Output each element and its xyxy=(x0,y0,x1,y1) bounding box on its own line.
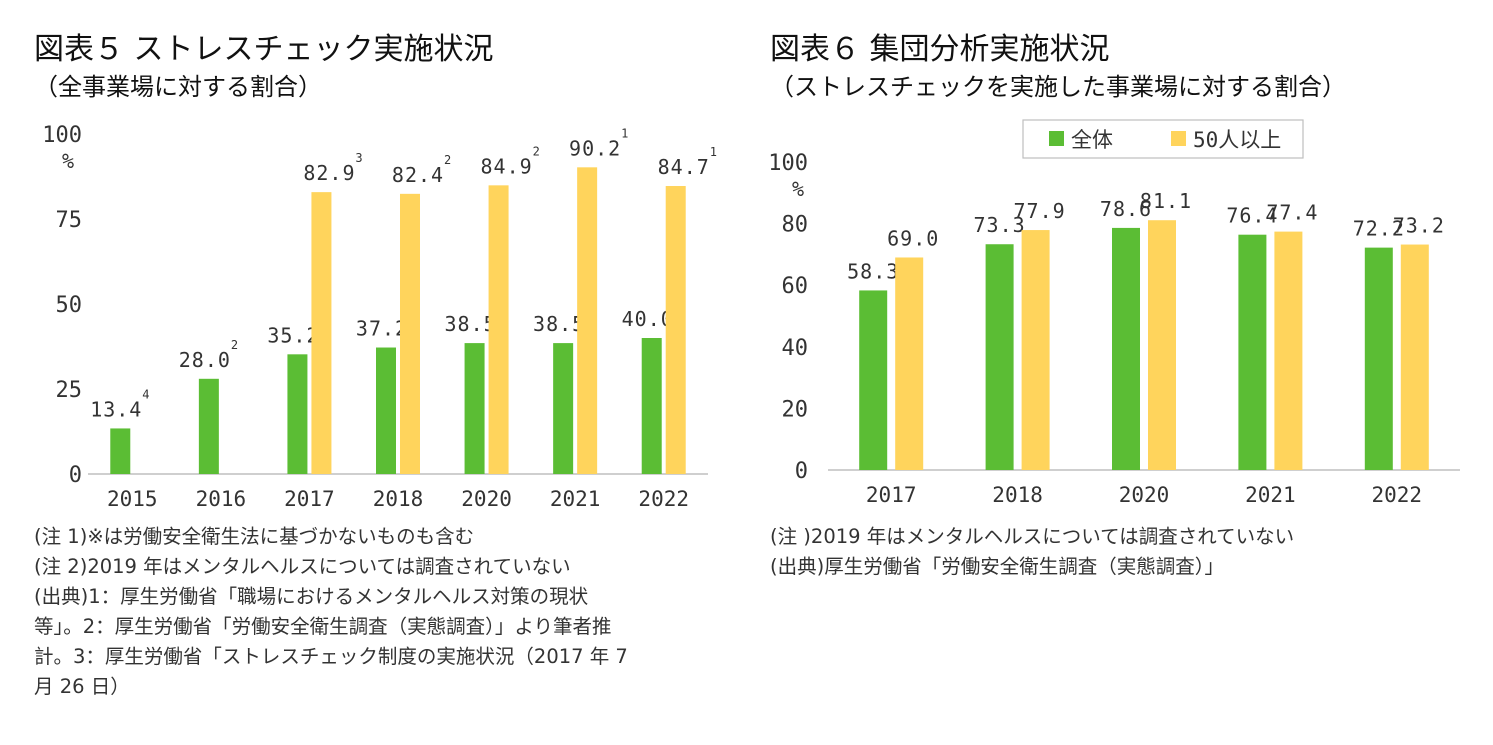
x-tick-label: 2015 xyxy=(107,487,158,511)
data-label: 77.9 xyxy=(1014,199,1066,223)
source-superscript: 1 xyxy=(710,145,717,159)
x-tick-label: 2018 xyxy=(992,483,1043,507)
data-label: 78.6 xyxy=(1100,197,1152,221)
legend-swatch xyxy=(1049,131,1064,146)
y-tick-label: 20 xyxy=(782,397,809,422)
data-label: 35.2 xyxy=(267,323,319,347)
y-tick-label: 50 xyxy=(56,293,83,318)
bar xyxy=(287,354,308,474)
bar xyxy=(553,343,574,474)
bar xyxy=(577,167,598,474)
y-unit-label: % xyxy=(62,149,74,173)
left-note-line: (注 2)2019 年はメンタルヘルスについては調査されていない xyxy=(34,555,571,578)
x-tick-label: 2020 xyxy=(461,487,512,511)
legend-swatch xyxy=(1171,131,1186,146)
right-figure-title: 図表６ 集団分析実施状況 xyxy=(770,32,1110,67)
data-label: 40.0 xyxy=(622,307,674,331)
legend-label: 全体 xyxy=(1071,128,1113,152)
right-figure-subtitle: （ストレスチェックを実施した事業場に対する割合） xyxy=(770,73,1346,101)
bar xyxy=(1364,247,1393,470)
bar xyxy=(400,193,420,474)
right-note-line: (注 )2019 年はメンタルヘルスについては調査されていない xyxy=(770,525,1295,548)
data-label: 58.3 xyxy=(847,259,899,283)
x-tick-label: 2022 xyxy=(638,487,689,511)
left-note-line: 等」。2：厚生労働省「労働安全衛生調査（実態調査）」より筆者推 xyxy=(34,615,612,638)
y-tick-label: 40 xyxy=(782,336,809,361)
y-tick-label: 100 xyxy=(768,151,808,176)
right-notes: (注 )2019 年はメンタルヘルスについては調査されていない (出典)厚生労働… xyxy=(770,522,1294,582)
source-superscript: 3 xyxy=(355,151,362,165)
data-label: 76.4 xyxy=(1226,204,1278,228)
bar xyxy=(1400,244,1429,470)
left-note-line: 計。3：厚生労働省「ストレスチェック制度の実施状況（2017 年 7 xyxy=(34,645,628,668)
left-notes: (注 1)※は労働安全衛生法に基づかないものも含む (注 2)2019 年はメン… xyxy=(34,522,628,702)
x-tick-label: 2017 xyxy=(866,483,917,507)
data-label: 13.4 xyxy=(90,397,142,421)
source-superscript: 1 xyxy=(621,126,628,140)
y-tick-label: 75 xyxy=(56,208,83,233)
source-superscript: 2 xyxy=(533,144,540,158)
data-label: 90.2 xyxy=(569,136,621,160)
y-tick-label: 0 xyxy=(69,463,82,488)
data-label: 77.4 xyxy=(1266,201,1318,225)
source-superscript: 2 xyxy=(444,153,451,167)
data-label: 73.3 xyxy=(974,213,1026,237)
y-tick-label: 0 xyxy=(795,459,808,484)
bar xyxy=(488,185,509,474)
bar xyxy=(1238,234,1267,470)
bar xyxy=(1112,227,1140,470)
y-tick-label: 25 xyxy=(56,378,83,403)
left-figure-title: 図表５ ストレスチェック実施状況 xyxy=(34,32,494,67)
bar xyxy=(110,428,131,474)
data-label: 82.4 xyxy=(392,163,444,187)
data-label: 37.2 xyxy=(356,317,408,341)
data-label: 73.2 xyxy=(1393,214,1445,238)
left-note-line: (出典)1：厚生労働省「職場におけるメンタルヘルス対策の現状 xyxy=(34,585,589,608)
y-tick-label: 60 xyxy=(782,274,809,299)
legend-label: 50人以上 xyxy=(1193,128,1281,152)
x-tick-label: 2016 xyxy=(196,487,247,511)
bar xyxy=(895,257,924,470)
bar xyxy=(1021,230,1050,470)
data-label: 82.9 xyxy=(303,161,355,185)
bar xyxy=(665,186,686,474)
y-tick-label: 80 xyxy=(782,213,809,238)
x-tick-label: 2021 xyxy=(550,487,601,511)
x-tick-label: 2018 xyxy=(373,487,424,511)
y-unit-label: % xyxy=(792,177,804,201)
x-tick-label: 2022 xyxy=(1372,483,1423,507)
right-bar-chart: 0 20 40 60 80 100% 2017 58.3 69.0 2018 73.377.9 202… xyxy=(768,119,1460,507)
bar xyxy=(859,290,888,470)
data-label: 38.5 xyxy=(533,312,585,336)
x-tick-label: 2017 xyxy=(284,487,335,511)
bar xyxy=(1274,231,1303,470)
left-bar-chart: 0255075100%201513.44201628.02201735.2282… xyxy=(42,123,717,511)
x-tick-label: 2021 xyxy=(1245,483,1296,507)
source-superscript: 4 xyxy=(142,387,149,401)
bar xyxy=(311,192,332,474)
right-note-line: (出典)厚生労働省「労働安全衛生調査（実態調査）」 xyxy=(770,555,1224,578)
left-note-line: 月 26 日） xyxy=(34,675,130,698)
bar xyxy=(376,347,396,474)
data-label: 38.5 xyxy=(444,312,496,336)
bar xyxy=(1148,220,1176,470)
y-tick-label: 100 xyxy=(42,123,82,148)
bar xyxy=(985,244,1014,470)
data-label: 28.0 xyxy=(179,348,231,372)
data-label: 84.9 xyxy=(480,154,532,178)
legend-box xyxy=(1022,119,1304,159)
source-superscript: 2 xyxy=(231,338,238,352)
x-tick-label: 2020 xyxy=(1119,483,1170,507)
data-label: 81.1 xyxy=(1140,189,1192,213)
bar xyxy=(641,338,662,474)
data-label: 69.0 xyxy=(887,226,939,250)
data-label: 72.2 xyxy=(1353,217,1405,241)
bar xyxy=(464,343,485,474)
left-figure-subtitle: （全事業場に対する割合） xyxy=(34,73,322,101)
data-label: 84.7 xyxy=(658,155,710,179)
left-note-line: (注 1)※は労働安全衛生法に基づかないものも含む xyxy=(34,525,475,548)
bar xyxy=(198,378,219,474)
